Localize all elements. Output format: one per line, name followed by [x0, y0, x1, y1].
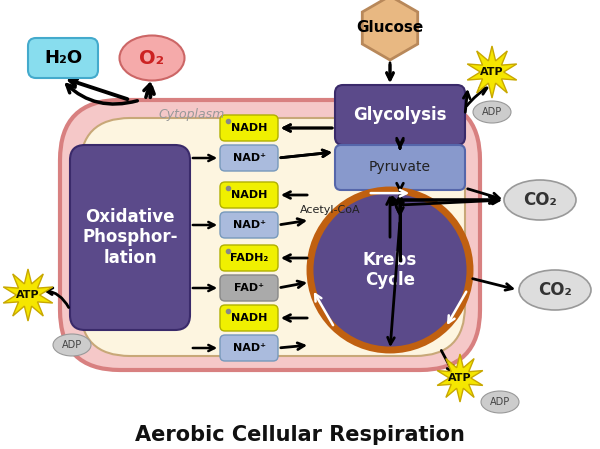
FancyBboxPatch shape [220, 115, 278, 141]
Ellipse shape [119, 35, 185, 80]
FancyBboxPatch shape [220, 275, 278, 301]
Text: ATP: ATP [448, 373, 472, 383]
FancyBboxPatch shape [70, 145, 190, 330]
Text: Cytoplasm: Cytoplasm [158, 108, 224, 121]
Text: CO₂: CO₂ [538, 281, 572, 299]
Text: FADH₂: FADH₂ [230, 253, 268, 263]
Ellipse shape [504, 180, 576, 220]
Text: NADH: NADH [231, 190, 267, 200]
FancyBboxPatch shape [28, 38, 98, 78]
Text: ADP: ADP [490, 397, 510, 407]
FancyBboxPatch shape [220, 245, 278, 271]
Text: Acetyl-CoA: Acetyl-CoA [299, 205, 361, 215]
FancyBboxPatch shape [220, 182, 278, 208]
Ellipse shape [473, 101, 511, 123]
Text: Oxidative
Phosphor-
lation: Oxidative Phosphor- lation [82, 208, 178, 267]
Text: FAD⁺: FAD⁺ [234, 283, 264, 293]
Ellipse shape [519, 270, 591, 310]
Text: Pyruvate: Pyruvate [369, 160, 431, 175]
Text: H₂O: H₂O [44, 49, 82, 67]
Text: ADP: ADP [62, 340, 82, 350]
Text: ATP: ATP [16, 290, 40, 300]
Ellipse shape [53, 334, 91, 356]
Circle shape [310, 190, 470, 350]
Text: NAD⁺: NAD⁺ [233, 220, 265, 230]
Ellipse shape [481, 391, 519, 413]
Polygon shape [3, 269, 53, 321]
Text: ADP: ADP [482, 107, 502, 117]
Text: Krebs
Cycle: Krebs Cycle [363, 251, 417, 290]
FancyBboxPatch shape [220, 305, 278, 331]
FancyBboxPatch shape [80, 118, 465, 356]
FancyBboxPatch shape [220, 145, 278, 171]
FancyBboxPatch shape [335, 85, 465, 145]
Text: ATP: ATP [480, 67, 504, 77]
FancyBboxPatch shape [335, 145, 465, 190]
Text: Aerobic Cellular Respiration: Aerobic Cellular Respiration [135, 425, 465, 445]
FancyBboxPatch shape [220, 335, 278, 361]
Text: Glycolysis: Glycolysis [353, 106, 447, 124]
Text: NADH: NADH [231, 313, 267, 323]
Text: Glucose: Glucose [356, 21, 424, 35]
Text: CO₂: CO₂ [523, 191, 557, 209]
Text: NAD⁺: NAD⁺ [233, 153, 265, 163]
Polygon shape [467, 46, 517, 98]
Text: O₂: O₂ [139, 48, 164, 67]
FancyBboxPatch shape [60, 100, 480, 370]
FancyBboxPatch shape [220, 212, 278, 238]
Text: NADH: NADH [231, 123, 267, 133]
Text: NAD⁺: NAD⁺ [233, 343, 265, 353]
Polygon shape [437, 354, 483, 402]
